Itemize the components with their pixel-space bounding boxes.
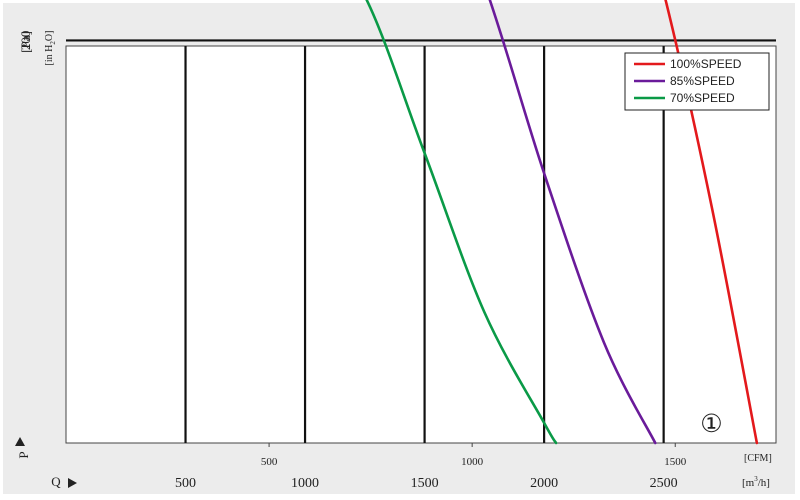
p-axis-label: P — [16, 451, 31, 458]
x-tick-m3h-3: 2000 — [530, 476, 558, 491]
y-axis-label-inh2o-end: O] — [44, 31, 55, 42]
x-axis-unit-m3h-sup: 3 — [754, 475, 758, 483]
x-axis-unit-m3h-end: /h] — [758, 477, 770, 489]
x-tick-cfm-1: 1000 — [461, 456, 484, 468]
legend-label-1: 85%SPEED — [670, 74, 735, 88]
y-axis-label-pa: [Pa] — [18, 31, 33, 53]
q-axis-arrow-icon — [68, 478, 77, 488]
x-axis-ticks-m3h: 500 1000 1500 2000 2500 — [175, 476, 678, 491]
series-line-2 — [365, 0, 558, 445]
q-axis-label: Q — [51, 474, 61, 489]
grid-lines — [66, 39, 776, 443]
y-axis-ticks-pa: 200400600800 — [18, 31, 33, 51]
legend: 100%SPEED 85%SPEED 70%SPEED — [624, 52, 770, 111]
x-tick-m3h-1: 1000 — [291, 476, 319, 491]
curve-marker: ① — [700, 411, 722, 438]
p-axis-arrow-icon — [15, 437, 25, 446]
y-axis-label-inh2o: [in H2O] — [44, 31, 57, 66]
x-axis-unit-m3h-main: [m — [742, 477, 755, 489]
x-tick-cfm-2: 1500 — [664, 456, 687, 468]
x-axis-unit-cfm: [CFM] — [744, 453, 772, 464]
y-axis-label-inh2o-main: [in H — [44, 45, 55, 66]
x-axis-unit-m3h: [m3/h] — [742, 475, 770, 489]
x-tick-m3h-4: 2500 — [650, 476, 678, 491]
series-line-1 — [488, 0, 657, 445]
x-tick-m3h-2: 1500 — [411, 476, 439, 491]
x-tick-m3h-0: 500 — [175, 476, 196, 491]
x-tick-cfm-0: 500 — [261, 456, 278, 468]
y-tick-pa-0: 200 — [18, 31, 33, 51]
legend-label-0: 100%SPEED — [670, 57, 742, 71]
legend-label-2: 70%SPEED — [670, 91, 735, 105]
plot-area — [65, 45, 777, 444]
x-axis-ticks-cfm: 500 1000 1500 — [261, 443, 687, 468]
y-axis-label-inh2o-sub: 2 — [49, 41, 57, 45]
